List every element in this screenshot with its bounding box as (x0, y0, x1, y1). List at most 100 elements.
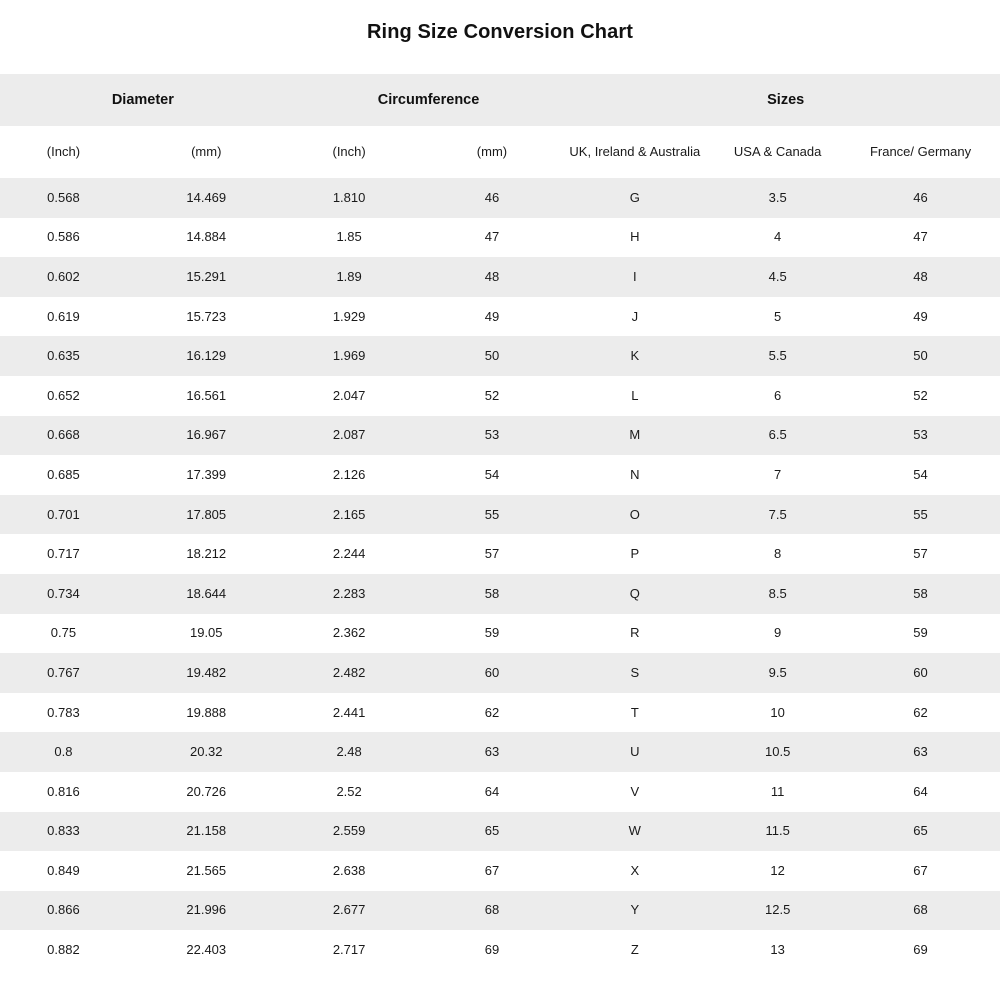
table-row: 0.701 17.805 2.165 55 O 7.5 55 (0, 494, 1000, 535)
unit-header-col-4: (mm) (476, 144, 508, 159)
cell-r13-c5: S (630, 664, 640, 680)
table-row: 0.866 21.996 2.677 68 Y 12.5 68 (0, 890, 1000, 931)
cell-r3-c4: 48 (484, 268, 500, 284)
group-header-circumference: Circumference (377, 92, 480, 108)
cell-r8-c2: 17.399 (186, 466, 227, 482)
cell-r17-c7: 65 (913, 823, 928, 839)
cell-r19-c3: 2.677 (332, 902, 366, 918)
group-header-row: Diameter Circumference Sizes (0, 74, 1000, 126)
cell-r14-c6: 10 (770, 704, 785, 720)
cell-r8-c1: 0.685 (47, 466, 80, 482)
cell-r1-c3: 1.810 (332, 189, 366, 205)
cell-r17-c6: 11.5 (765, 823, 790, 839)
cell-r7-c1: 0.668 (47, 427, 80, 443)
cell-r2-c5: H (630, 229, 640, 245)
table-row: 0.652 16.561 2.047 52 L 6 52 (0, 375, 1000, 416)
cell-r18-c4: 67 (484, 862, 500, 878)
cell-r2-c3: 1.85 (336, 229, 362, 245)
table-row: 0.767 19.482 2.482 60 S 9.5 60 (0, 653, 1000, 693)
unit-header-col-7: France/ Germany (869, 144, 972, 159)
cell-r19-c6: 12.5 (765, 902, 791, 918)
cell-r6-c6: 6 (774, 387, 782, 403)
cell-r5-c1: 0.635 (47, 348, 80, 364)
cell-r14-c7: 62 (913, 704, 928, 720)
cell-r5-c4: 50 (484, 348, 500, 364)
cell-r1-c7: 46 (913, 189, 928, 205)
cell-r13-c3: 2.482 (332, 664, 366, 680)
cell-r5-c2: 16.129 (186, 348, 227, 364)
cell-r8-c4: 54 (484, 466, 500, 482)
cell-r17-c5: W (628, 823, 641, 839)
cell-r6-c7: 52 (913, 387, 928, 403)
table-row: 0.586 14.884 1.85 47 H 4 47 (0, 217, 1000, 258)
cell-r2-c4: 47 (484, 229, 500, 245)
cell-r14-c5: T (630, 704, 639, 720)
cell-r15-c2: 20.32 (189, 744, 223, 760)
cell-r20-c7: 69 (913, 942, 928, 958)
cell-r9-c2: 17.805 (186, 506, 227, 522)
table-row: 0.568 14.469 1.810 46 G 3.5 46 (0, 178, 1000, 218)
cell-r3-c2: 15.291 (186, 268, 227, 284)
cell-r11-c7: 58 (913, 585, 928, 601)
cell-r4-c1: 0.619 (47, 308, 80, 324)
cell-r3-c1: 0.602 (47, 268, 80, 284)
cell-r12-c4: 59 (484, 625, 500, 641)
cell-r16-c1: 0.816 (47, 783, 80, 799)
cell-r8-c7: 54 (913, 466, 928, 482)
cell-r10-c2: 18.212 (186, 546, 227, 562)
unit-header-col-1: (Inch) (46, 144, 81, 159)
cell-r11-c1: 0.734 (47, 585, 80, 601)
cell-r18-c3: 2.638 (332, 862, 366, 878)
cell-r15-c6: 10.5 (765, 744, 791, 760)
cell-r11-c4: 58 (484, 585, 500, 601)
cell-r4-c2: 15.723 (186, 308, 227, 324)
cell-r19-c7: 68 (913, 902, 928, 918)
cell-r13-c6: 9.5 (768, 664, 787, 680)
cell-r6-c4: 52 (484, 387, 500, 403)
cell-r2-c2: 14.884 (186, 229, 227, 245)
cell-r16-c6: 11 (770, 783, 785, 799)
cell-r8-c6: 7 (774, 466, 782, 482)
unit-header-col-3: (Inch) (332, 144, 366, 159)
table-row: 0.668 16.967 2.087 53 M 6.5 53 (0, 415, 1000, 456)
table-row: 0.833 21.158 2.559 65 W 11.5 65 (0, 811, 1000, 852)
cell-r14-c1: 0.783 (47, 704, 80, 720)
unit-header-col-5: UK, Ireland & Australia (569, 144, 701, 159)
cell-r10-c6: 8 (774, 546, 782, 562)
cell-r15-c4: 63 (484, 744, 500, 760)
cell-r4-c3: 1.929 (332, 308, 366, 324)
cell-r8-c5: N (630, 466, 640, 482)
cell-r20-c2: 22.403 (186, 942, 227, 958)
cell-r18-c7: 67 (913, 862, 928, 878)
cell-r17-c4: 65 (484, 823, 500, 839)
cell-r5-c3: 1.969 (332, 348, 366, 364)
cell-r12-c3: 2.362 (332, 625, 366, 641)
cell-r18-c1: 0.849 (47, 862, 80, 878)
cell-r4-c6: 5 (774, 308, 782, 324)
table-row: 0.734 18.644 2.283 58 Q 8.5 58 (0, 573, 1000, 614)
cell-r6-c5: L (631, 387, 639, 403)
cell-r5-c5: K (630, 348, 640, 364)
cell-r9-c1: 0.701 (47, 506, 80, 522)
cell-r11-c3: 2.283 (332, 585, 366, 601)
cell-r16-c4: 64 (484, 783, 500, 799)
cell-r20-c6: 13 (770, 942, 785, 958)
cell-r2-c7: 47 (913, 229, 928, 245)
cell-r13-c1: 0.767 (47, 664, 80, 680)
cell-r1-c4: 46 (484, 189, 500, 205)
table-body: 0.568 14.469 1.810 46 G 3.5 46 0.586 14.884 1.85 4… (0, 178, 1000, 970)
cell-r3-c7: 48 (913, 268, 928, 284)
cell-r10-c5: P (630, 546, 640, 562)
cell-r9-c3: 2.165 (332, 506, 366, 522)
cell-r1-c2: 14.469 (186, 189, 227, 205)
table-row: 0.75 19.05 2.362 59 R 9 59 (0, 613, 1000, 654)
cell-r17-c2: 21.158 (186, 823, 227, 839)
group-header-diameter: Diameter (111, 92, 174, 108)
cell-r14-c2: 19.888 (186, 704, 227, 720)
cell-r7-c2: 16.967 (186, 427, 227, 443)
cell-r6-c1: 0.652 (47, 387, 80, 403)
cell-r9-c6: 7.5 (768, 506, 787, 522)
cell-r16-c7: 64 (913, 783, 928, 799)
cell-r20-c1: 0.882 (47, 942, 80, 958)
